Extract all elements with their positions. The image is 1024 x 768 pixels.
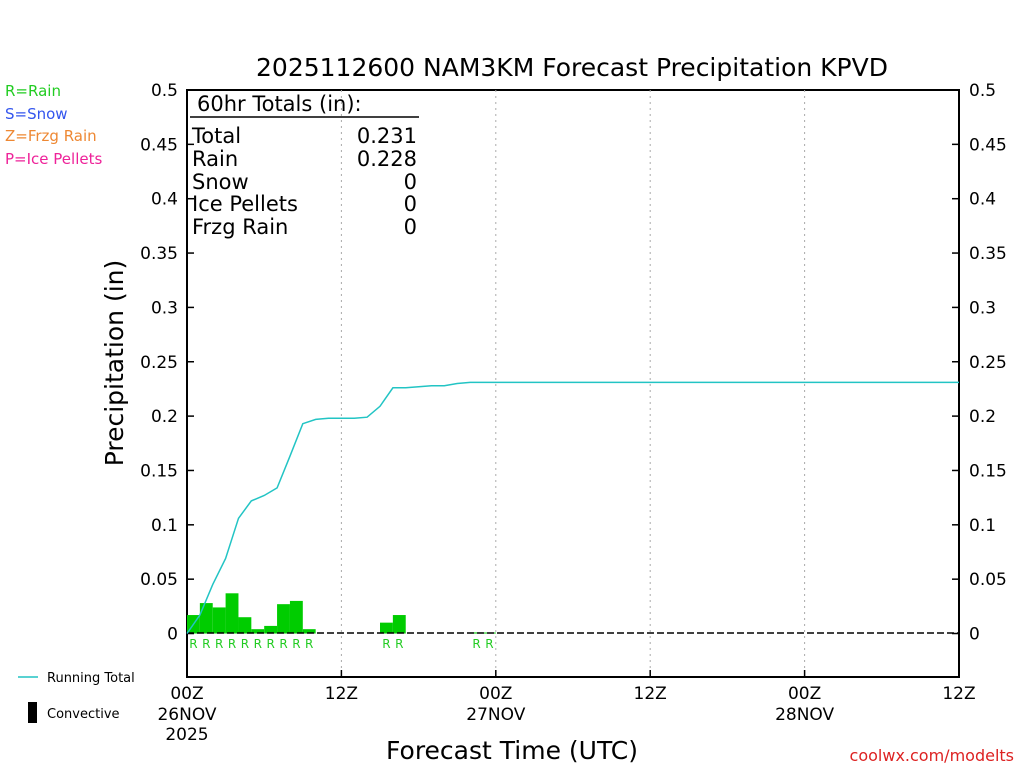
y-axis-title: Precipitation (in) [100,260,129,467]
legend-ice-pellets: P=Ice Pellets [5,150,102,168]
precip-bar [264,625,278,634]
y-tick-label-left: 0.05 [140,570,178,590]
y-tick-label-left: 0.15 [140,461,178,481]
y-tick-labels-left: 0 0.05 0.1 0.15 0.2 0.25 0.3 0.35 0.4 0.45 0.5 [140,81,178,645]
x-tick-label-time: 12Z [634,684,667,704]
x-tick-label-date: 28NOV [775,705,834,725]
totals-label-snow: Snow [192,170,249,194]
legend-snow: S=Snow [5,105,68,123]
precip-bar [212,607,226,634]
x-tick-label-time: 00Z [479,684,512,704]
precip-bar [289,600,303,634]
y-tick-label-left: 0.25 [140,353,178,373]
totals-label-frzg-rain: Frzg Rain [192,215,288,239]
y-tick-label-right: 0.05 [969,570,1007,590]
totals-label-total: Total [191,124,241,148]
y-tick-label-right: 0.3 [969,298,996,318]
y-tick-label-right: 0.4 [969,190,996,210]
precip-type-marker: R [279,637,287,651]
chart-title: 2025112600 NAM3KM Forecast Precipitation… [256,53,888,82]
precip-bar [199,603,213,634]
legend-frzg-rain: Z=Frzg Rain [5,127,97,145]
y-tick-label-left: 0.4 [151,190,178,210]
plot-frame [186,89,960,678]
precip-type-marker: R [395,637,403,651]
x-tick-label-year: 2025 [165,725,208,745]
totals-value-snow: 0 [404,170,417,194]
y-tick-label-right: 0.5 [969,81,996,101]
totals-label-ice-pellets: Ice Pellets [192,192,298,216]
precip-bar [392,615,406,634]
x-tick-label-date: 27NOV [466,705,525,725]
type-legend: R=Rain S=Snow Z=Frzg Rain P=Ice Pellets [5,82,102,168]
precip-bar [238,617,252,634]
grid-lines [340,90,806,677]
x-tick-label-time: 12Z [325,684,358,704]
totals-value-rain: 0.228 [357,147,417,171]
precip-bar [251,629,265,634]
running-total-label: Running Total [47,671,135,686]
precip-type-marker: R [382,637,390,651]
y-tick-label-right: 0.2 [969,407,996,427]
precip-type-marker: R [292,637,300,651]
x-axis-title: Forecast Time (UTC) [386,736,638,765]
precip-type-marker: R [202,637,210,651]
site-credit: coolwx.com/modelts [850,746,1014,765]
precip-type-marker: R [228,637,236,651]
axis-ticks [186,89,960,677]
y-tick-label-left: 0.1 [151,516,178,536]
precip-type-marker: R [305,637,313,651]
legend-rain: R=Rain [5,82,61,100]
y-tick-label-left: 0 [167,625,178,645]
y-tick-label-left: 0.35 [140,244,178,264]
totals-label-rain: Rain [192,147,238,171]
y-tick-label-right: 0.1 [969,516,996,536]
y-tick-label-left: 0.2 [151,407,178,427]
x-tick-label-time: 12Z [942,684,975,704]
running-total-line [186,381,959,634]
totals-heading: 60hr Totals (in): [197,92,362,116]
precip-bar [277,604,290,634]
precip-bar [225,593,239,634]
precip-type-marker: R [485,637,493,651]
y-tick-labels-right: 0 0.05 0.1 0.15 0.2 0.25 0.3 0.35 0.4 0.45 0.5 [969,81,1007,645]
totals-box: 60hr Totals (in): Total 0.231 Rain 0.228… [190,92,419,239]
precip-bar [302,629,316,634]
y-tick-label-left: 0.45 [140,135,178,155]
precip-type-marker: R [472,637,480,651]
precip-type-marker: R [241,637,249,651]
precip-bar [470,632,483,634]
x-tick-label-date: 26NOV [157,705,216,725]
totals-value-total: 0.231 [357,124,417,148]
y-tick-label-right: 0.35 [969,244,1007,264]
totals-value-frzg-rain: 0 [404,215,417,239]
y-tick-label-right: 0.45 [969,135,1007,155]
totals-value-ice-pellets: 0 [404,192,417,216]
precip-type-marker: R [266,637,274,651]
precip-type-marker: R [189,637,197,651]
x-tick-label-time: 00Z [788,684,821,704]
y-tick-label-right: 0.25 [969,353,1007,373]
x-tick-label-time: 00Z [170,684,203,704]
convective-swatch [28,702,37,723]
precip-type-marker: R [215,637,223,651]
y-tick-label-left: 0.5 [151,81,178,101]
y-tick-label-right: 0 [969,625,980,645]
y-tick-label-left: 0.3 [151,298,178,318]
y-tick-label-right: 0.15 [969,461,1007,481]
precip-type-marker: R [254,637,262,651]
precip-bar [380,622,393,634]
convective-label: Convective [47,707,120,722]
bottom-legend: Running Total Convective [18,671,135,723]
